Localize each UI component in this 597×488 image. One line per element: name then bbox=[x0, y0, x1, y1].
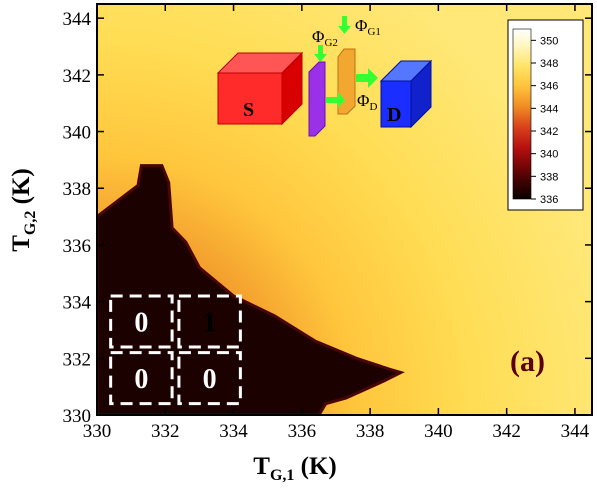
arrow-icon bbox=[314, 16, 378, 108]
x-axis-label: TG,1 (K) bbox=[253, 453, 337, 484]
panel-label: (a) bbox=[510, 345, 545, 378]
logic-cell-box bbox=[109, 294, 174, 349]
phi-g2-arrow-icon bbox=[314, 45, 327, 62]
y-tick-label: 336 bbox=[63, 236, 92, 257]
logic-cell-label: 0 bbox=[134, 364, 148, 395]
colorbar: 350 348 346 344 342 340 338 336 bbox=[507, 19, 584, 211]
colorbar-ticks: 350 348 346 344 342 340 338 336 bbox=[531, 35, 558, 206]
x-tick-label: 334 bbox=[219, 421, 248, 442]
colorbar-tick-label: 348 bbox=[540, 58, 558, 70]
plot-frame bbox=[96, 3, 593, 416]
logic-cells: 0 1 0 0 bbox=[109, 294, 242, 406]
x-tick-label: 340 bbox=[424, 421, 453, 442]
colorbar-tick-label: 336 bbox=[540, 194, 558, 206]
x-tick-label: 342 bbox=[492, 421, 521, 442]
y-tick-label: 330 bbox=[63, 406, 92, 427]
logic-cell-box bbox=[177, 351, 242, 406]
phi-g1-arrow-icon bbox=[338, 16, 351, 34]
colorbar-tick-label: 340 bbox=[540, 149, 558, 161]
logic-cell-box bbox=[177, 294, 242, 349]
phi-d-arrow-icon bbox=[326, 92, 345, 108]
colorbar-tick-label: 344 bbox=[540, 103, 558, 115]
logic-cell-label: 0 bbox=[134, 307, 148, 338]
device-inset: S D ΦG1 ΦG2 ΦD bbox=[216, 16, 433, 137]
y-tick-label: 340 bbox=[63, 123, 92, 144]
y-tick-label: 344 bbox=[63, 9, 92, 30]
x-tick-label: 344 bbox=[561, 421, 590, 442]
axis-ticks: 330 332 334 336 338 340 342 3443303323343363383… bbox=[63, 4, 592, 442]
logic-cell-label: 1 bbox=[203, 307, 217, 338]
y-tick-label: 332 bbox=[63, 349, 92, 370]
drain-block-front bbox=[380, 80, 412, 128]
y-tick-label: 342 bbox=[63, 66, 92, 87]
x-tick-label: 330 bbox=[83, 421, 112, 442]
colorbar-tick-label: 338 bbox=[540, 171, 558, 183]
colorbar-tick-label: 346 bbox=[540, 81, 558, 93]
logic-cell-box bbox=[109, 351, 174, 406]
phi-d-label: ΦD bbox=[357, 91, 377, 113]
x-tick-label: 338 bbox=[356, 421, 385, 442]
gate2-block bbox=[308, 61, 326, 137]
phi-g1-label: ΦG1 bbox=[355, 16, 381, 38]
phi-g2-label: ΦG2 bbox=[312, 27, 338, 49]
y-tick-label: 334 bbox=[63, 293, 92, 314]
colorbar-tick-label: 342 bbox=[540, 126, 558, 138]
x-tick-label: 336 bbox=[288, 421, 317, 442]
y-tick-label: 338 bbox=[63, 179, 92, 200]
logic-cell-label: 0 bbox=[203, 364, 217, 395]
drain-label: D bbox=[387, 104, 401, 126]
x-tick-label: 332 bbox=[151, 421, 180, 442]
source-drain-arrow-icon bbox=[356, 68, 378, 88]
y-axis-label: TG,2 (K) bbox=[8, 168, 39, 252]
source-block-front bbox=[217, 72, 283, 125]
colorbar-gradient bbox=[512, 28, 532, 200]
colorbar-tick-label: 350 bbox=[540, 35, 558, 47]
source-label: S bbox=[243, 99, 254, 121]
